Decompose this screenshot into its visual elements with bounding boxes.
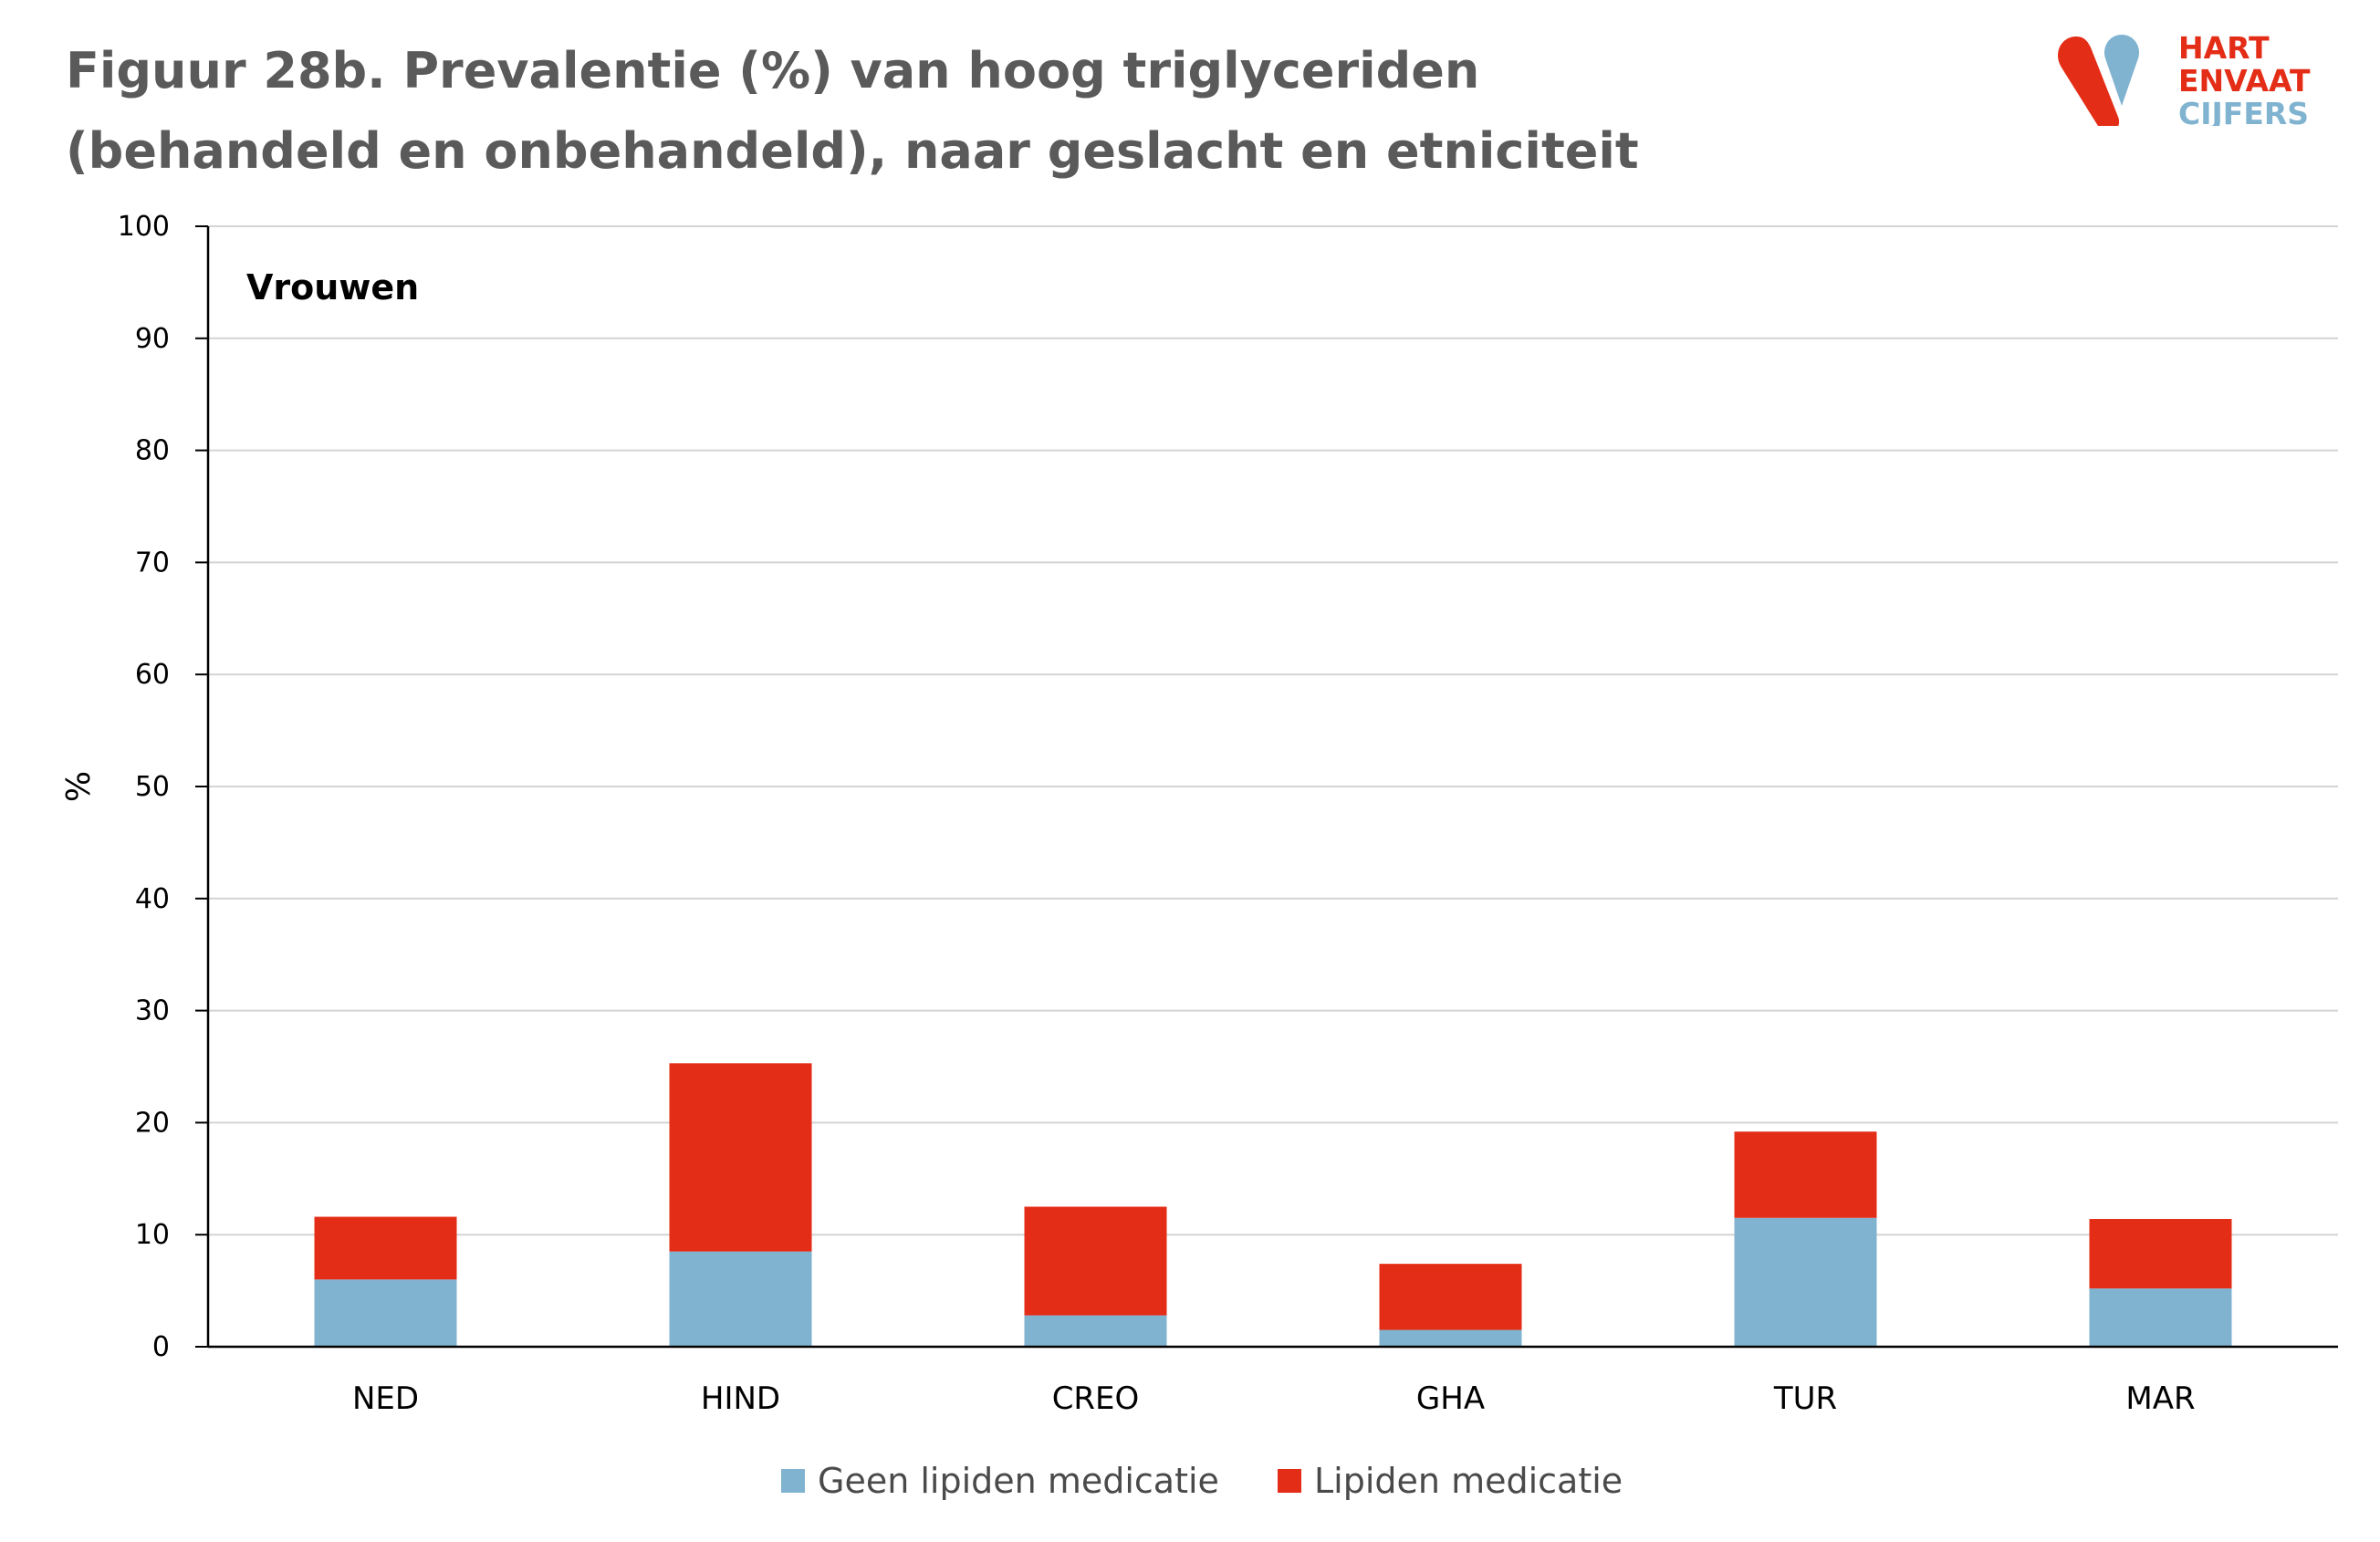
x-axis-labels: NED HIND CREO GHA TUR MAR — [352, 1381, 2196, 1417]
y-tick-label: 90 — [135, 323, 170, 355]
legend-label: Geen lipiden medicatie — [818, 1461, 1219, 1501]
y-tick-label: 60 — [135, 659, 170, 691]
y-tick-label: 0 — [152, 1331, 170, 1363]
x-tick-label: CREO — [1052, 1381, 1140, 1417]
x-tick-label: NED — [352, 1381, 419, 1417]
y-tick-label: 70 — [135, 547, 170, 578]
logo-text-hart: HART — [2178, 30, 2270, 66]
logo-heart-red — [2058, 36, 2120, 126]
bar-creo-geen-lipiden-medicatie — [1024, 1315, 1167, 1347]
y-axis-ticks: 0 10 20 30 40 50 60 70 80 90 100 — [118, 211, 208, 1363]
bar-creo-lipiden-medicatie — [1024, 1206, 1167, 1316]
bar-mar-lipiden-medicatie — [2089, 1219, 2232, 1289]
bar-mar-geen-lipiden-medicatie — [2089, 1288, 2232, 1347]
logo-drop-blue — [2103, 35, 2140, 106]
logo-text-cijfers: CIJFERS — [2178, 96, 2309, 126]
x-tick-label: MAR — [2125, 1381, 2195, 1417]
y-tick-label: 10 — [135, 1219, 170, 1251]
svg-text:ENVAAT: ENVAAT — [2178, 63, 2311, 99]
bar-gha-geen-lipiden-medicatie — [1379, 1329, 1522, 1347]
x-tick-label: GHA — [1416, 1381, 1485, 1417]
bar-tur-lipiden-medicatie — [1734, 1131, 1877, 1218]
legend: Geen lipiden medicatie Lipiden medicatie — [781, 1461, 1623, 1501]
bar-tur-geen-lipiden-medicatie — [1734, 1217, 1877, 1347]
y-axis-label: % — [60, 771, 98, 802]
legend-label: Lipiden medicatie — [1314, 1461, 1623, 1501]
chart-title: Figuur 28b. Prevalentie (%) van hoog tri… — [66, 42, 1639, 180]
panel-label: Vrouwen — [246, 267, 419, 307]
x-tick-label: HIND — [701, 1381, 780, 1417]
bar-ned-lipiden-medicatie — [314, 1216, 457, 1280]
legend-swatch — [781, 1469, 805, 1493]
bars — [314, 1063, 2232, 1347]
y-tick-label: 100 — [118, 211, 170, 243]
x-tick-label: TUR — [1773, 1381, 1837, 1417]
bar-ned-geen-lipiden-medicatie — [314, 1279, 457, 1347]
bar-hind-lipiden-medicatie — [669, 1063, 812, 1252]
gridlines — [208, 225, 2338, 1236]
y-tick-label: 30 — [135, 995, 170, 1027]
y-tick-label: 80 — [135, 435, 170, 467]
legend-swatch — [1278, 1469, 1301, 1493]
logo-text-vaat: VAAT — [2224, 63, 2311, 99]
y-tick-label: 20 — [135, 1107, 170, 1139]
bar-hind-geen-lipiden-medicatie — [669, 1251, 812, 1347]
logo-text-en: EN — [2178, 63, 2224, 99]
hartenvaat-logo: HART ENVAAT CIJFERS — [2058, 30, 2311, 126]
y-tick-label: 40 — [135, 883, 170, 915]
y-tick-label: 50 — [135, 771, 170, 803]
bar-gha-lipiden-medicatie — [1379, 1264, 1522, 1330]
